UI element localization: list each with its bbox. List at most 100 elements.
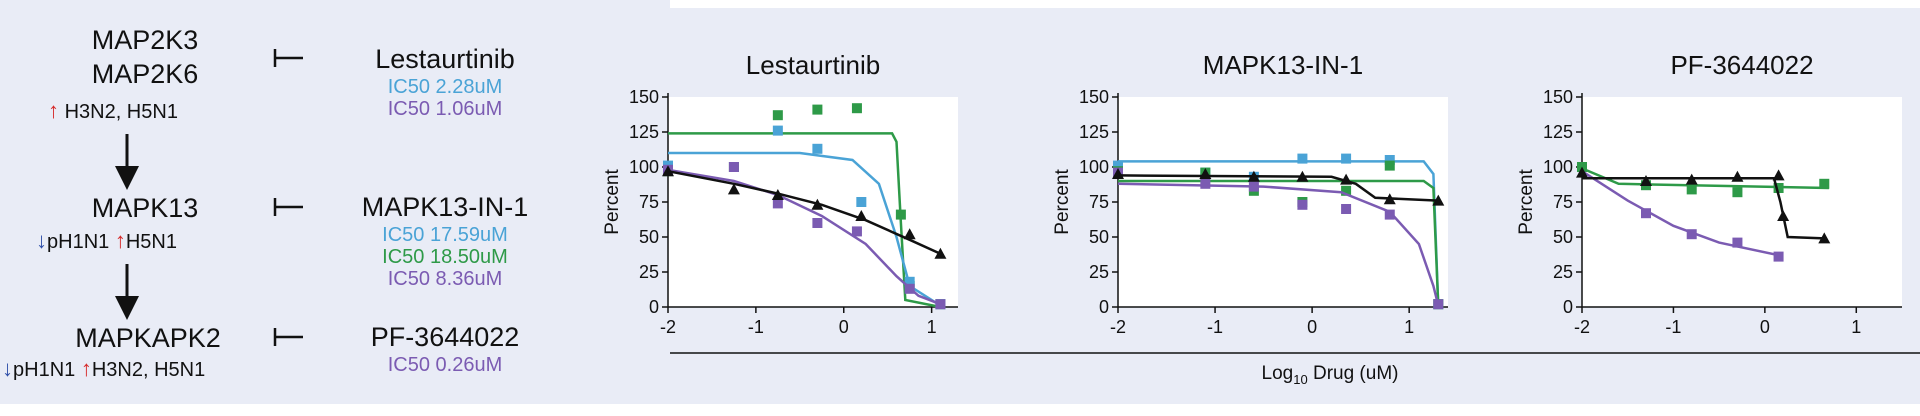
data-point [1732, 237, 1743, 248]
data-point [1773, 183, 1784, 193]
data-point [1576, 166, 1588, 178]
data-point [904, 283, 915, 294]
gene-mapk13: MAPK13 [91, 193, 199, 223]
x-tick-label: -2 [660, 317, 676, 337]
data-point [903, 228, 916, 240]
data-point [1384, 160, 1395, 171]
data-point [771, 189, 784, 200]
data-point [728, 162, 739, 172]
data-point [856, 197, 867, 207]
y-axis-label: Percent [602, 169, 623, 235]
data-point [1641, 208, 1651, 219]
fit-curve [1582, 176, 1825, 240]
note-mapk13: ↓pH1N1 ↑H5N1 [36, 228, 177, 254]
fit-curve [1581, 167, 1829, 190]
y-tick-label: 150 [629, 87, 659, 107]
data-point [1200, 178, 1211, 189]
data-point [851, 103, 862, 114]
up-arrow-icon: ↑ [114, 228, 126, 253]
chart-1: 0 25 50 75 100 125 150 -2 -1 0 1 Lestaurtinib Percen… [602, 50, 958, 337]
series-4 [662, 165, 947, 259]
data-point [1199, 168, 1212, 179]
y-tick-label: 75 [639, 192, 659, 212]
plot-area [1582, 97, 1902, 307]
data-point [1296, 170, 1309, 182]
data-point [662, 165, 674, 177]
data-point [1777, 210, 1790, 221]
note-text: pH1N1 [13, 359, 76, 381]
y-axis-label: Percent [1052, 169, 1073, 235]
chart-title: PF-3644022 [1670, 50, 1813, 80]
data-point [1297, 153, 1308, 164]
y-tick-label: 125 [1079, 122, 1109, 142]
y-tick-label: 50 [639, 227, 659, 247]
data-point [1340, 173, 1353, 185]
data-point [1341, 204, 1352, 214]
chart-2: 0 25 50 75 100 125 150 -2 -1 0 1 MAPK13-IN-1 Percent [1052, 50, 1448, 337]
note-text: H3N2, H5N1 [91, 359, 206, 381]
fit-curve [1118, 179, 1440, 308]
ic50-label: IC50 18.50uM [382, 246, 508, 268]
data-point [772, 198, 783, 209]
data-point [1247, 170, 1260, 182]
fit-curve [1117, 174, 1439, 202]
up-arrow-icon: ↑ [80, 356, 92, 381]
up-arrow-icon: ↑ [48, 98, 59, 123]
data-point [851, 226, 862, 237]
inhibit-icon-1 [273, 49, 303, 67]
data-point [1384, 209, 1395, 220]
data-point [1112, 168, 1124, 179]
data-point [812, 104, 823, 115]
data-point [812, 143, 823, 154]
y-tick-label: 100 [1543, 157, 1573, 177]
top-white-bar [670, 0, 1920, 8]
y-tick-label: 125 [629, 122, 659, 142]
y-tick-label: 150 [1079, 87, 1109, 107]
y-tick-label: 25 [1553, 262, 1573, 282]
y-tick-label: 25 [639, 262, 659, 282]
chart-title: MAPK13-IN-1 [1203, 50, 1363, 80]
note-text: H3N2, H5N1 [64, 101, 178, 123]
fit-curve [667, 168, 941, 306]
data-point [812, 218, 823, 228]
data-point [1113, 160, 1123, 171]
ic50-label: IC50 8.36uM [387, 268, 503, 290]
inhibit-icon-2 [273, 198, 303, 216]
data-point [1772, 169, 1785, 181]
y-tick-label: 75 [1553, 192, 1573, 212]
y-tick-label: 150 [1543, 87, 1573, 107]
data-point [935, 299, 946, 310]
gene-mapkapk2: MAPKAPK2 [75, 323, 221, 353]
drug-lestaurtinib: Lestaurtinib [375, 44, 515, 74]
data-point [1432, 194, 1445, 206]
plot-area [1118, 97, 1448, 307]
drug-mapk13-in-1: MAPK13-IN-1 [361, 192, 529, 222]
y-tick-label: 125 [1543, 122, 1573, 142]
y-tick-label: 0 [1563, 297, 1573, 317]
pathway-arrows [115, 49, 303, 346]
series-3 [1576, 166, 1831, 244]
series-4 [1112, 168, 1445, 206]
y-axis-label: Percent [1516, 169, 1537, 235]
gene-map2k3: MAP2K3 [91, 25, 199, 55]
series-2 [1581, 170, 1784, 262]
x-tick-label: 1 [1851, 317, 1861, 337]
data-point [1248, 181, 1259, 192]
data-point [1686, 229, 1697, 240]
data-point [934, 247, 947, 259]
data-point [1433, 299, 1444, 310]
ic50-label: IC50 2.28uM [387, 76, 503, 98]
down-arrow-icon: ↓ [36, 228, 47, 253]
data-point [1686, 184, 1697, 195]
fit-curve [668, 132, 941, 309]
data-point [1341, 153, 1352, 164]
data-point [1731, 170, 1744, 182]
y-tick-label: 50 [1553, 227, 1573, 247]
data-point [1297, 199, 1308, 210]
x-tick-label: -2 [1110, 317, 1126, 337]
data-point [1341, 185, 1352, 196]
x-tick-label: 1 [1404, 317, 1414, 337]
ic50-label: IC50 17.59uM [382, 224, 508, 246]
data-point [772, 110, 783, 121]
chart-3: 0 25 50 75 100 125 150 -2 -1 0 1 PF-3644022 Percent [1516, 50, 1902, 337]
